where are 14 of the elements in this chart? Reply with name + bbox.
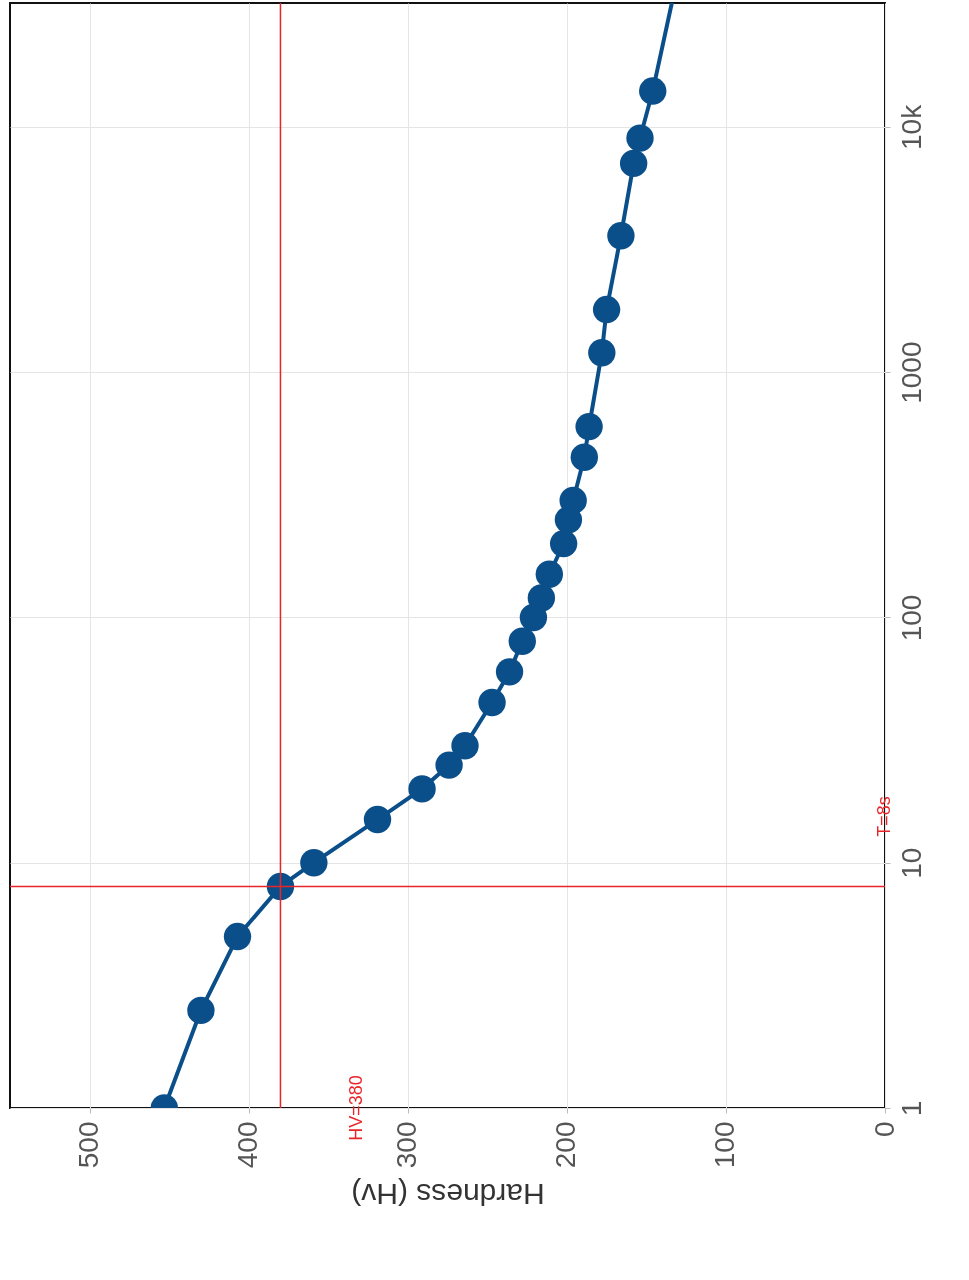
x-tick-label: 100 <box>709 1121 741 1169</box>
x-tick-label: 0 <box>868 1121 900 1138</box>
y-tick-label: 1000 <box>895 341 927 404</box>
ref-line-label: HV=380 <box>346 1075 367 1141</box>
ref-line-label: T=8s <box>874 796 894 837</box>
x-axis-title: Hardness (Hv) <box>351 1178 545 1212</box>
y-tick-label: 10k <box>895 103 927 150</box>
y-tick-label: 1 <box>895 1100 927 1117</box>
x-tick-label: 400 <box>232 1121 264 1169</box>
x-tick-label: 300 <box>391 1121 423 1169</box>
y-tick-label: 100 <box>895 594 927 642</box>
x-tick-label: 200 <box>550 1121 582 1169</box>
x-tick-label: 500 <box>73 1121 105 1169</box>
y-tick-label: 10 <box>895 847 927 879</box>
